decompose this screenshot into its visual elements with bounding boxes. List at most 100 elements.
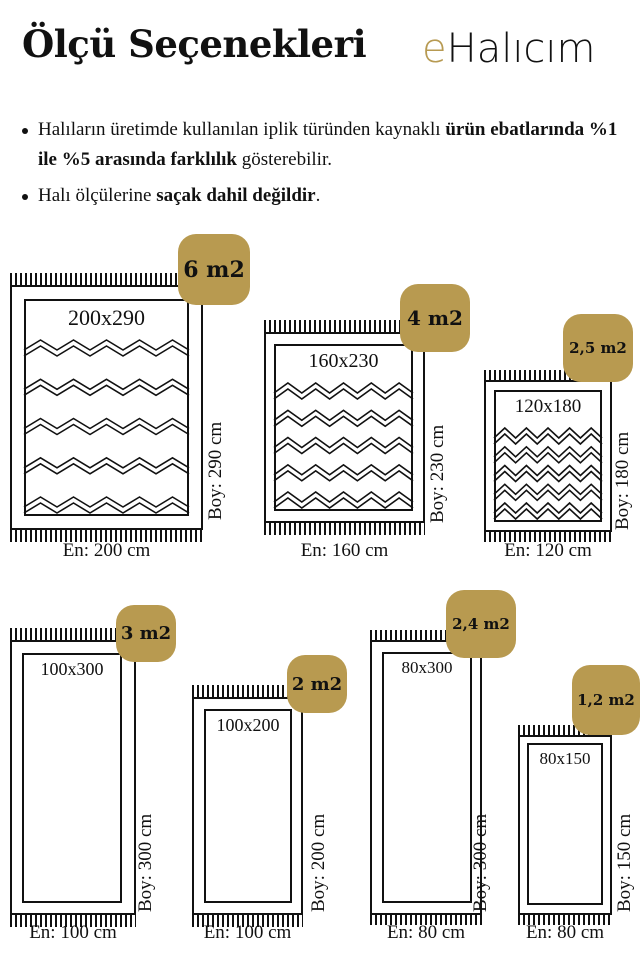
width-label: En: 100 cm	[203, 922, 292, 943]
rug-outline	[264, 332, 425, 523]
rug-size-label: 200x290	[68, 305, 145, 330]
rug-inner-border	[382, 652, 472, 903]
zigzag-line	[493, 483, 603, 496]
page-title: Ölçü Seçenekleri	[22, 22, 367, 66]
note-text: .	[315, 185, 321, 206]
length-label: Boy: 180 cm	[612, 431, 633, 530]
zigzag-line	[23, 339, 190, 351]
length-label: Boy: 230 cm	[427, 424, 448, 523]
zigzag-line	[493, 445, 603, 458]
zigzag-pattern	[23, 339, 190, 514]
rug-inner-border	[22, 653, 122, 903]
rug-size-label: 100x200	[216, 715, 280, 735]
width-label: En: 200 cm	[62, 540, 151, 561]
zigzag-line	[493, 501, 603, 515]
fringe-bottom	[192, 915, 303, 927]
zigzag-line	[273, 388, 414, 400]
length-label: Boy: 300 cm	[135, 813, 156, 912]
rug-inner-border	[274, 344, 413, 511]
zigzag-line	[493, 464, 603, 477]
rug-outline	[192, 697, 303, 915]
rug-outline	[484, 380, 612, 532]
width-label: En: 100 cm	[29, 922, 117, 943]
length-label: Boy: 200 cm	[308, 813, 329, 912]
zigzag-pattern	[493, 426, 603, 521]
rug-size-label: 160x230	[308, 350, 379, 372]
length-label: Boy: 150 cm	[614, 813, 635, 912]
area-badge: 2 m2	[287, 655, 347, 713]
zigzag-line	[23, 502, 190, 514]
note-text: Halıların üretimde kullanılan iplik türü…	[38, 119, 446, 140]
zigzag-line	[23, 456, 190, 469]
fringe-top	[10, 273, 203, 285]
fringe-bottom	[10, 915, 136, 927]
rug-size-label: 80x150	[539, 749, 591, 768]
zigzag-line	[493, 507, 603, 521]
area-badge: 6 m2	[178, 234, 250, 305]
fringe-top	[370, 630, 482, 640]
fringe-top	[10, 628, 136, 640]
zigzag-line	[493, 432, 603, 446]
zigzag-line	[23, 345, 190, 357]
zigzag-line	[273, 497, 414, 509]
zigzag-line	[273, 463, 414, 476]
rug-outline	[10, 285, 203, 530]
zigzag-line	[273, 409, 414, 422]
area-badge: 4 m2	[400, 284, 470, 352]
fringe-bottom	[370, 915, 482, 925]
zigzag-line	[23, 384, 190, 397]
note-item: Halıların üretimde kullanılan iplik türü…	[20, 115, 620, 175]
fringe-bottom	[264, 523, 425, 535]
area-badge: 2,5 m2	[563, 314, 633, 382]
length-label: Boy: 290 cm	[205, 421, 226, 520]
fringe-top	[192, 685, 303, 697]
zigzag-line	[23, 417, 190, 430]
note-text: Halı ölçülerine	[38, 185, 157, 206]
fringe-bottom	[10, 530, 203, 542]
width-label: En: 120 cm	[504, 540, 592, 561]
rug-inner-border	[527, 743, 603, 905]
zigzag-line	[23, 378, 190, 391]
zigzag-line	[273, 491, 414, 503]
note-emphasis: saçak dahil değildir	[156, 185, 316, 206]
zigzag-line	[23, 423, 190, 436]
zigzag-line	[493, 451, 603, 464]
area-badge: 2,4 m2	[446, 590, 516, 658]
note-emphasis: ürün ebatlarında %1 ile %5 arasında fark…	[38, 119, 618, 170]
zigzag-line	[273, 469, 414, 482]
zigzag-line	[273, 442, 414, 455]
rug-inner-border	[204, 709, 292, 903]
rug-outline	[370, 640, 482, 915]
rug-size-label: 100x300	[40, 659, 104, 679]
zigzag-line	[493, 489, 603, 502]
brand-logo: eHalıcım	[422, 26, 596, 72]
fringe-top	[264, 320, 425, 332]
zigzag-line	[23, 462, 190, 475]
width-label: En: 80 cm	[525, 922, 605, 943]
fringe-bottom	[484, 532, 612, 542]
area-badge: 1,2 m2	[572, 665, 640, 735]
note-text: gösterebilir.	[237, 149, 332, 170]
zigzag-line	[493, 470, 603, 483]
note-item: Halı ölçülerine saçak dahil değildir.	[20, 181, 620, 211]
area-badge: 3 m2	[116, 605, 176, 662]
zigzag-line	[23, 496, 190, 508]
zigzag-line	[273, 436, 414, 449]
rug-outline	[518, 735, 612, 915]
rug-outline	[10, 640, 136, 915]
length-label: Boy: 300 cm	[470, 813, 491, 912]
zigzag-pattern	[273, 382, 414, 509]
width-label: En: 80 cm	[386, 922, 466, 943]
zigzag-line	[273, 415, 414, 428]
fringe-top	[518, 725, 612, 735]
width-label: En: 160 cm	[300, 540, 389, 561]
rug-inner-border	[24, 299, 189, 516]
rug-size-label: 80x300	[401, 658, 453, 677]
rug-size-label: 120x180	[514, 396, 582, 417]
fringe-bottom	[518, 915, 612, 925]
fringe-top	[484, 370, 612, 380]
zigzag-line	[493, 426, 603, 440]
zigzag-line	[273, 382, 414, 394]
notes-list: Halıların üretimde kullanılan iplik türü…	[20, 115, 620, 211]
